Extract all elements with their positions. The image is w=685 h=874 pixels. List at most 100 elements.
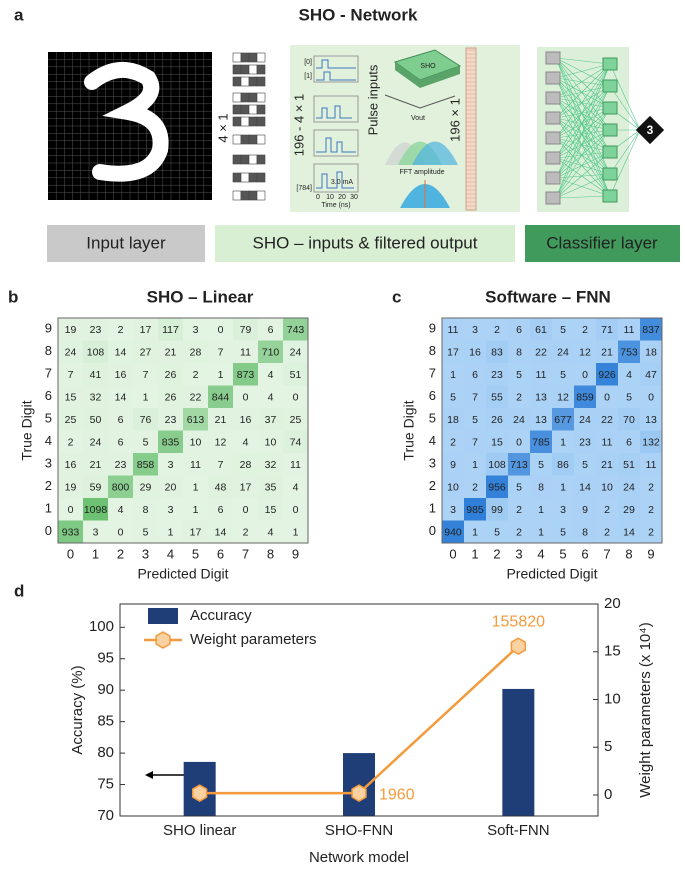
cell-value: 24 <box>90 437 102 449</box>
net-edge <box>555 195 611 199</box>
heatmap-cell <box>508 318 530 341</box>
net-node <box>602 57 618 71</box>
x-tick-label: 4 <box>167 546 174 561</box>
cell-value: 86 <box>557 459 569 471</box>
heatmap-cell <box>442 475 464 498</box>
cell-value: 2 <box>516 392 522 404</box>
cell-value: 0 <box>648 392 654 404</box>
diagram-title: SHO - Network <box>298 5 418 24</box>
x-tick-label: SHO linear <box>163 822 236 839</box>
heatmap-cell <box>58 363 83 386</box>
heatmap-cell <box>83 318 108 341</box>
heatmap-cell <box>640 408 662 431</box>
y-tick-label: 75 <box>97 776 114 793</box>
heatmap-cell <box>183 318 208 341</box>
input-cell <box>240 190 250 201</box>
y-tick-label: 2 <box>45 478 52 493</box>
cell-value: 17 <box>240 482 252 494</box>
heatmap-cell <box>464 318 486 341</box>
panel-a: a SHO - Network 4 × 1 196 - 4 × 1 [0] [1… <box>14 5 680 262</box>
net-node <box>545 111 561 125</box>
heatmap-cell <box>208 498 233 521</box>
heatmap-cell <box>283 408 308 431</box>
input-size: 4 × 1 <box>215 113 230 142</box>
cell-value: 24 <box>65 347 77 359</box>
cell-value: 21 <box>165 347 177 359</box>
cell-value: 99 <box>491 504 503 516</box>
net-edge <box>609 129 641 197</box>
cell-value: 2 <box>648 504 654 516</box>
heatmap-cell <box>574 475 596 498</box>
input-cell <box>232 76 242 87</box>
cell-value: 17 <box>447 347 459 359</box>
heatmap-cell <box>464 408 486 431</box>
cell-value: 1 <box>168 527 174 539</box>
panel-label: b <box>8 287 18 306</box>
y-tick-label: 3 <box>45 456 52 471</box>
cell-value: 18 <box>645 347 657 359</box>
heatmap-cell <box>133 453 158 476</box>
input-cell <box>248 190 258 201</box>
heatmap-cell <box>442 498 464 521</box>
heatmap-cell <box>486 498 508 521</box>
heatmap-cell <box>258 363 283 386</box>
net-edge <box>555 63 611 119</box>
cell-value: 1 <box>472 459 478 471</box>
input-cell <box>248 172 258 183</box>
heatmap-cell <box>618 385 640 408</box>
x-axis-label: Network model <box>309 849 409 866</box>
cell-value: 28 <box>240 459 252 471</box>
net-edge <box>555 177 611 197</box>
net-edge <box>555 57 611 131</box>
cell-value: 743 <box>287 324 305 336</box>
heatmap-cell <box>618 430 640 453</box>
heatmap-cell <box>552 408 574 431</box>
cell-value: 7 <box>472 437 478 449</box>
heatmap-cell <box>83 520 108 543</box>
cell-value: 55 <box>491 392 503 404</box>
heatmap-cell <box>640 520 662 543</box>
cell-value: 5 <box>494 527 500 539</box>
x-axis-label: Predicted Digit <box>137 566 228 582</box>
heatmap-cell <box>233 340 258 363</box>
input-cell <box>248 52 258 63</box>
net-node <box>545 151 561 165</box>
cell-value: 753 <box>620 347 638 359</box>
cell-value: 3 <box>560 504 566 516</box>
cell-value: 23 <box>165 414 177 426</box>
cell-value: 7 <box>218 459 224 471</box>
input-cell <box>248 134 258 145</box>
cell-value: 14 <box>215 527 227 539</box>
plot-frame <box>441 317 663 544</box>
heatmap-cell <box>283 340 308 363</box>
heatmap-cell <box>108 318 133 341</box>
input-cell <box>240 92 250 103</box>
x-tick-label: 7 <box>603 546 610 561</box>
heatmap-cell <box>574 340 596 363</box>
cell-value: 21 <box>601 459 613 471</box>
heatmap-cell <box>574 363 596 386</box>
heatmap-cell <box>83 498 108 521</box>
pulse-label: Pulse inputs <box>365 64 380 135</box>
heatmap-cell <box>596 453 618 476</box>
heatmap-cell <box>283 318 308 341</box>
input-cell <box>256 92 266 103</box>
heatmap-cell <box>530 318 552 341</box>
heatmap-cell <box>233 498 258 521</box>
cell-value: 21 <box>215 414 227 426</box>
heatmap-cell <box>464 430 486 453</box>
heatmap-cell <box>283 498 308 521</box>
heatmap-cell <box>530 363 552 386</box>
cell-value: 19 <box>65 482 77 494</box>
y-tick-label: 6 <box>45 388 52 403</box>
net-edge <box>555 97 611 153</box>
heatmap-cell <box>208 408 233 431</box>
net-edge <box>555 129 611 159</box>
cell-value: 5 <box>472 414 478 426</box>
cell-value: 28 <box>190 347 202 359</box>
heatmap-cell <box>574 408 596 431</box>
net-edge <box>609 129 641 175</box>
fft-label: FFT amplitude <box>400 169 445 176</box>
cell-value: 837 <box>642 324 660 336</box>
cell-value: 858 <box>137 459 155 471</box>
